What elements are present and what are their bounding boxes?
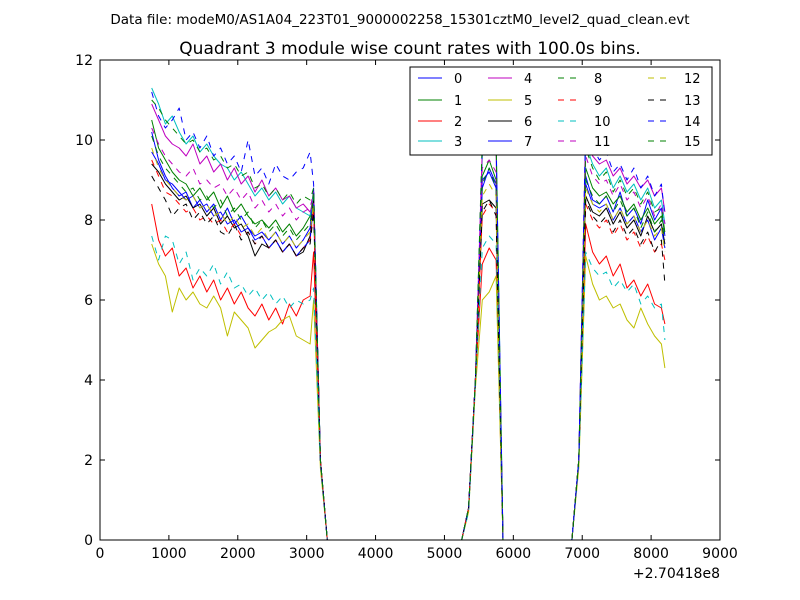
x-tick-label: 0 [96,546,105,562]
x-offset-label: +2.70418e8 [633,566,720,582]
x-tick-label: 7000 [564,546,600,562]
legend-label-2: 2 [454,115,462,130]
series-line-14 [151,91,666,541]
legend-label-10: 10 [594,115,611,130]
legend-label-13: 13 [684,94,701,109]
legend-label-12: 12 [684,72,701,87]
legend-label-5: 5 [524,94,532,109]
series-line-12 [151,147,666,541]
legend-label-8: 8 [594,72,602,87]
x-tick-label: 4000 [358,546,394,562]
legend-label-1: 1 [454,94,462,109]
y-tick-label: 10 [75,133,93,149]
x-tick-label: 8000 [633,546,669,562]
x-tick-label: 2000 [220,546,256,562]
series-layer [151,87,666,541]
y-tick-label: 8 [84,213,93,229]
legend-label-15: 15 [684,135,701,150]
x-tick-label: 9000 [702,546,738,562]
y-tick-label: 0 [84,533,93,549]
series-line-13 [151,175,666,541]
legend-label-9: 9 [594,94,602,109]
legend-label-4: 4 [524,72,532,87]
legend-frame [409,66,713,156]
legend-label-7: 7 [524,135,532,150]
y-tick-label: 6 [84,293,93,309]
y-tick-label: 4 [84,373,93,389]
series-line-11 [151,127,666,541]
y-tick-label: 12 [75,53,93,69]
y-tick-label: 2 [84,453,93,469]
series-line-15 [151,99,666,541]
legend-label-14: 14 [684,115,701,130]
legend-label-11: 11 [594,135,611,150]
x-tick-label: 6000 [496,546,532,562]
legend-label-6: 6 [524,115,532,130]
chart-title: Quadrant 3 module wise count rates with … [179,39,640,59]
legend-label-0: 0 [454,72,462,87]
legend-label-3: 3 [454,135,462,150]
series-line-10 [151,235,666,541]
x-tick-label: 5000 [427,546,463,562]
ticks-layer: 0 1000 2000 3000 4000 5000 6000 7000 8000 9000 0 2 4… [75,53,738,562]
x-tick-label: 3000 [289,546,325,562]
chart-suptitle: Data file: modeM0/AS1A04_223T01_90000022… [110,12,689,28]
x-tick-label: 1000 [151,546,187,562]
